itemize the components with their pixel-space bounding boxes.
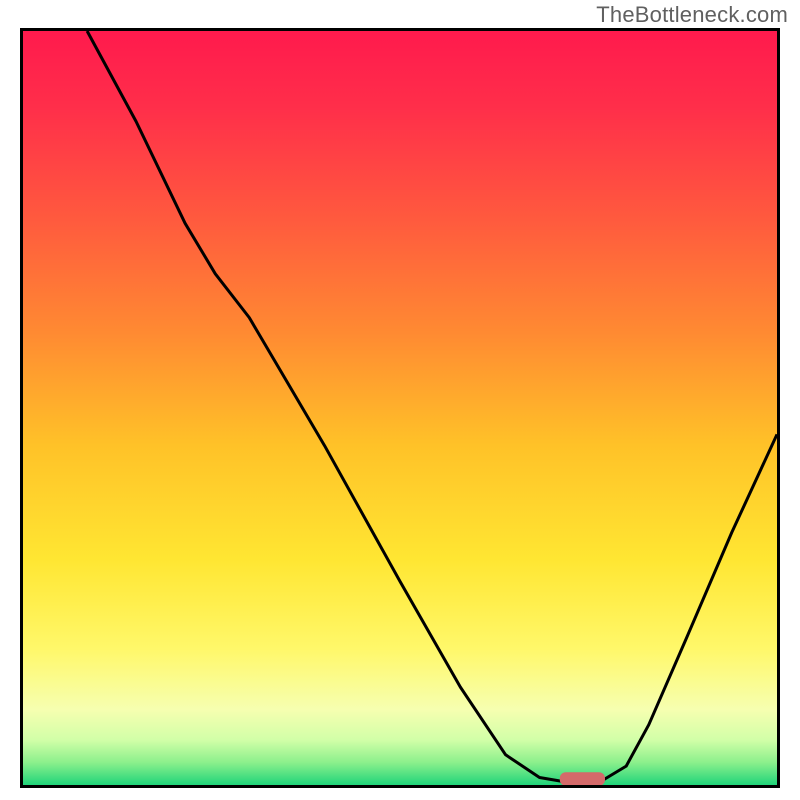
optimal-marker xyxy=(560,772,605,786)
watermark-text: TheBottleneck.com xyxy=(596,2,788,28)
chart-container: TheBottleneck.com xyxy=(0,0,800,800)
plot-area xyxy=(20,28,780,788)
bottleneck-chart xyxy=(20,28,780,788)
gradient-background xyxy=(23,31,777,785)
